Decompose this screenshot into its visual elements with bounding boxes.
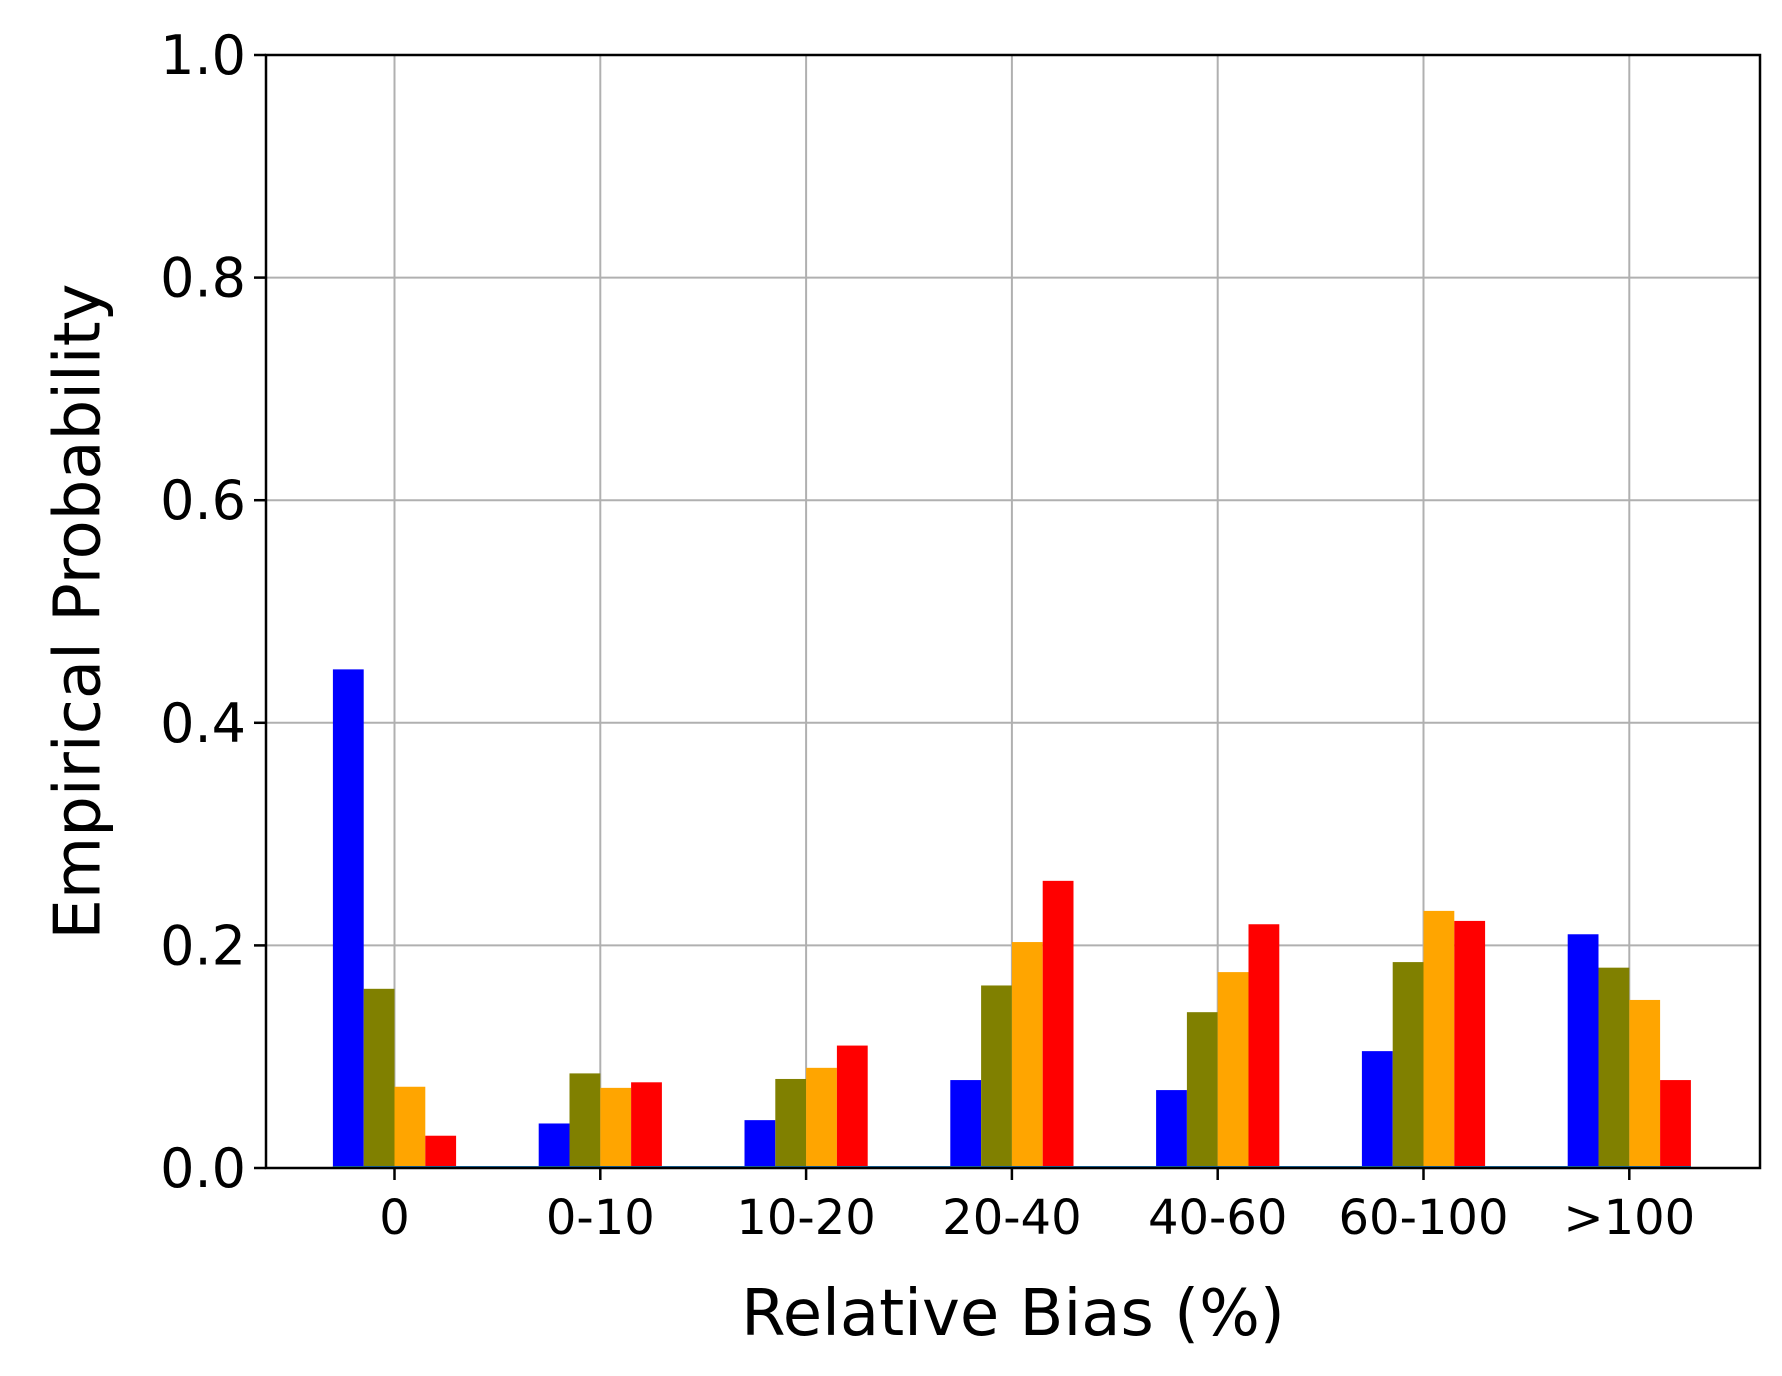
y-tick-label: 0.0: [160, 1137, 246, 1200]
bar: [1629, 999, 1661, 1168]
x-tick-label: 60-100: [1338, 1190, 1508, 1246]
bar: [1248, 924, 1280, 1168]
x-tick-label: 0: [379, 1190, 410, 1246]
y-tick-label: 0.2: [160, 914, 246, 977]
x-tick-label: 20-40: [942, 1190, 1081, 1246]
bars: [332, 669, 1691, 1168]
bar: [363, 988, 395, 1168]
x-tick-label: 10-20: [736, 1190, 875, 1246]
bar: [538, 1123, 570, 1168]
bar: [775, 1078, 807, 1168]
bar: [1567, 934, 1599, 1168]
bar: [600, 1087, 632, 1168]
x-tick-label: 40-60: [1148, 1190, 1287, 1246]
bar: [1598, 967, 1630, 1168]
bar: [1217, 972, 1249, 1168]
bar: [1454, 920, 1486, 1168]
y-tick-label: 0.8: [160, 247, 246, 310]
bar: [394, 1086, 426, 1168]
bar: [1392, 962, 1424, 1168]
bar: [744, 1120, 776, 1168]
y-axis-ticks: 0.0 0.2 0.4 0.6 0.8 1.0: [160, 24, 266, 1200]
bar: [631, 1082, 662, 1168]
x-axis-ticks: 0 0-10 10-20 20-40 40-60 60-100 >100: [379, 1168, 1695, 1246]
bar: [836, 1045, 868, 1168]
x-axis-label: Relative Bias (%): [741, 1277, 1285, 1351]
x-tick-label: 0-10: [546, 1190, 655, 1246]
bar: [950, 1080, 982, 1168]
bar: [981, 985, 1012, 1168]
bar: [1042, 880, 1074, 1168]
x-tick-label: >100: [1563, 1190, 1695, 1246]
y-axis-label: Empirical Probability: [42, 283, 116, 939]
y-tick-label: 0.4: [160, 692, 246, 755]
bar: [806, 1067, 837, 1168]
bar: [425, 1135, 457, 1168]
bar: [569, 1073, 601, 1168]
bar: [332, 669, 364, 1168]
y-tick-label: 0.6: [160, 469, 246, 532]
bar: [1361, 1051, 1393, 1168]
bar: [1156, 1090, 1187, 1168]
y-tick-label: 1.0: [160, 24, 246, 87]
bar: [1186, 1012, 1218, 1168]
bar: [1011, 942, 1043, 1168]
bar: [1423, 910, 1455, 1168]
bar: [1660, 1080, 1691, 1168]
